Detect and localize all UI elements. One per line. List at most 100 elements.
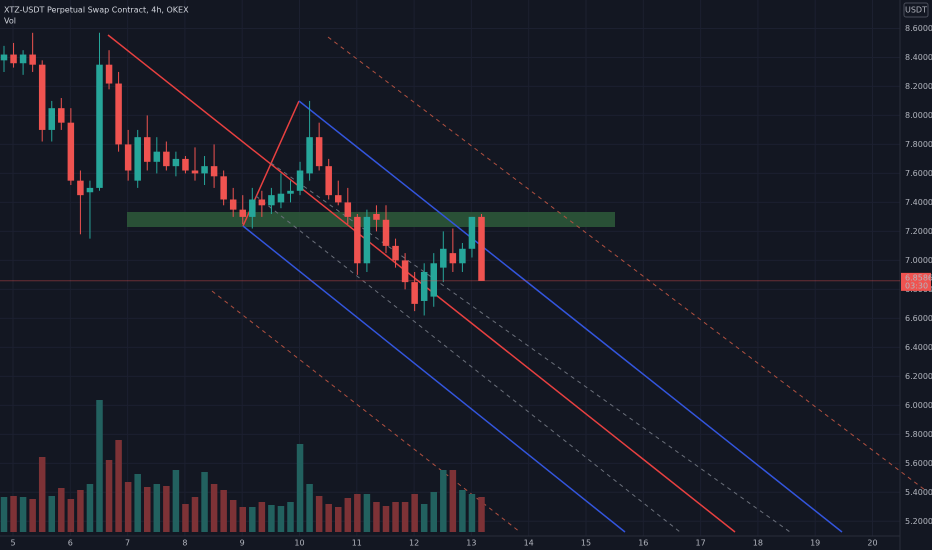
pitchfork-lower	[242, 225, 626, 533]
candle-body	[153, 151, 161, 162]
volume-bar	[392, 502, 399, 532]
candle-body	[67, 122, 75, 181]
candle-body	[449, 253, 457, 264]
volume-bar	[363, 494, 371, 532]
volume-bar	[430, 492, 437, 532]
candle-body	[163, 151, 170, 167]
y-tick-label: 7.0000	[905, 256, 932, 265]
y-tick-label: 7.4000	[905, 198, 932, 207]
candle-body	[191, 170, 199, 174]
candle-body	[392, 245, 399, 261]
volume-bar	[440, 470, 447, 532]
candle-body	[229, 199, 237, 210]
candle-body	[382, 219, 390, 246]
volume-bar	[10, 496, 17, 532]
volume-bar	[19, 497, 27, 532]
volume-bar	[182, 504, 189, 532]
candle-body	[239, 209, 246, 217]
candle-body	[411, 282, 418, 304]
x-tick-label: 12	[409, 539, 419, 548]
candle-body	[325, 166, 332, 196]
y-tick-label: 6.6000	[905, 314, 932, 323]
candle-body	[134, 137, 141, 181]
volume-bar	[115, 440, 122, 532]
volume-bar	[382, 506, 390, 532]
x-tick-label: 11	[352, 539, 362, 548]
volume-bar	[29, 499, 36, 532]
volume-bar	[58, 488, 65, 532]
volume-bar	[335, 507, 342, 532]
currency-box[interactable]	[903, 2, 929, 18]
x-tick-label: 20	[867, 539, 877, 548]
candle-body	[0, 54, 8, 61]
volume-bar	[0, 497, 8, 532]
volume-bar	[411, 494, 418, 532]
candle-body	[124, 144, 132, 171]
candle-body	[315, 137, 323, 167]
x-tick-label: 13	[466, 539, 476, 548]
volume-bar	[249, 507, 256, 532]
volume-bar	[373, 502, 380, 532]
candle-body	[420, 271, 428, 301]
volume-bar	[191, 497, 199, 532]
volume-bar	[67, 499, 75, 532]
volume-bar	[144, 487, 151, 532]
volume-bar	[354, 494, 361, 532]
candle-body	[335, 195, 342, 203]
last-price-label: 6.8586	[905, 273, 932, 282]
candle-body	[306, 137, 313, 174]
y-tick-label: 8.6000	[905, 24, 932, 33]
volume-bar	[478, 497, 485, 532]
volume-bar	[468, 494, 476, 532]
grid	[0, 0, 900, 536]
volume-bar	[134, 474, 141, 532]
candle-body	[277, 193, 285, 203]
volume-bars	[0, 400, 485, 532]
candle-body	[210, 166, 218, 177]
candle-body	[48, 108, 55, 130]
volume-bar	[344, 498, 352, 532]
pitchfork-outer-upper	[327, 36, 926, 491]
candle-body	[363, 216, 371, 264]
x-tick-label: 10	[294, 539, 304, 548]
candle-body	[430, 263, 437, 297]
candle-body	[459, 248, 466, 264]
y-tick-label: 7.8000	[905, 140, 932, 149]
volume-bar	[315, 496, 323, 532]
pitchfork-inner-lower	[255, 195, 681, 533]
candle-body	[19, 54, 27, 64]
y-tick-label: 6.4000	[905, 343, 932, 352]
candle-body	[258, 199, 266, 206]
volume-bar	[105, 460, 113, 532]
volume-bar	[153, 484, 161, 532]
y-tick-label: 7.6000	[905, 169, 932, 178]
candle-body	[10, 54, 17, 64]
candle-body	[182, 158, 189, 171]
volume-bar	[449, 470, 457, 532]
candle-body	[144, 137, 151, 162]
x-tick-label: 16	[638, 539, 648, 548]
candle-body	[29, 54, 36, 65]
x-tick-label: 9	[240, 539, 245, 548]
candle-body	[220, 176, 227, 200]
volume-bar	[296, 444, 304, 532]
y-tick-label: 6.2000	[905, 372, 932, 381]
y-tick-label: 5.6000	[905, 459, 932, 468]
volume-bar	[401, 502, 409, 532]
candle-body	[38, 64, 46, 130]
volume-bar	[48, 496, 55, 532]
y-tick-label: 7.2000	[905, 227, 932, 236]
y-tick-label: 5.8000	[905, 430, 932, 439]
countdown: 03:30	[905, 281, 928, 290]
candle-body	[172, 158, 180, 167]
volume-bar	[306, 484, 313, 532]
support-zone	[127, 212, 615, 227]
y-tick-label: 5.2000	[905, 517, 932, 526]
y-tick-label: 8.4000	[905, 53, 932, 62]
x-tick-label: 7	[125, 539, 130, 548]
x-tick-label: 8	[182, 539, 187, 548]
volume-bar	[201, 472, 208, 532]
candle-body	[86, 187, 94, 193]
